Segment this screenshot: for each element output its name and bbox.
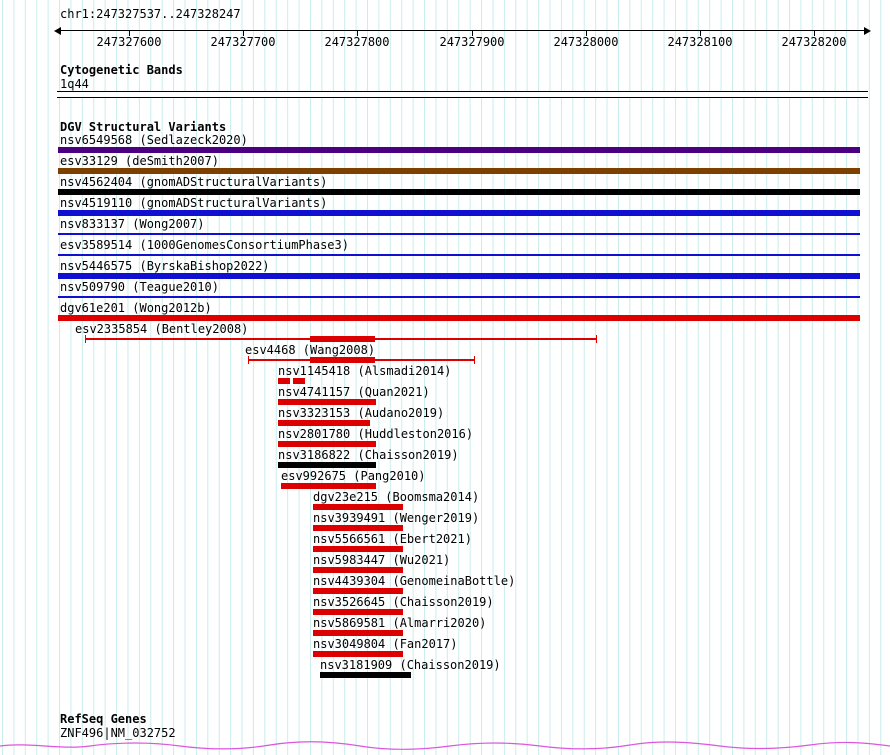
variant-label[interactable]: nsv6549568 (Sedlazeck2020) bbox=[60, 133, 248, 147]
variant-bar[interactable] bbox=[58, 168, 860, 174]
variant-bar[interactable] bbox=[313, 525, 403, 531]
variant-label[interactable]: nsv4519110 (gnomADStructuralVariants) bbox=[60, 196, 328, 210]
variant-whisker[interactable] bbox=[248, 356, 249, 364]
variant-bar[interactable] bbox=[313, 504, 403, 510]
ruler-tick-label: 247327800 bbox=[324, 35, 390, 49]
variant-bar[interactable] bbox=[58, 273, 860, 279]
variant-bar[interactable] bbox=[313, 588, 403, 594]
variant-bar[interactable] bbox=[278, 378, 290, 384]
location-label: chr1:247327537..247328247 bbox=[60, 7, 241, 21]
ruler-tick-label: 247328200 bbox=[781, 35, 847, 49]
variant-label[interactable]: nsv3939491 (Wenger2019) bbox=[313, 511, 480, 525]
variant-label[interactable]: esv992675 (Pang2010) bbox=[281, 469, 426, 483]
variant-bar[interactable] bbox=[281, 483, 376, 489]
variant-bar[interactable] bbox=[313, 630, 403, 636]
variant-label[interactable]: nsv5869581 (Almarri2020) bbox=[313, 616, 487, 630]
variant-whisker[interactable] bbox=[85, 335, 86, 343]
variant-whisker[interactable] bbox=[596, 335, 597, 343]
ruler-tick bbox=[814, 30, 815, 36]
variant-bar[interactable] bbox=[310, 336, 375, 342]
variant-label[interactable]: nsv4741157 (Quan2021) bbox=[278, 385, 430, 399]
variant-bar[interactable] bbox=[293, 378, 305, 384]
variant-label[interactable]: nsv4439304 (GenomeinaBottle) bbox=[313, 574, 516, 588]
ruler-tick bbox=[243, 30, 244, 36]
variant-label[interactable]: esv2335854 (Bentley2008) bbox=[75, 322, 249, 336]
gene-label[interactable]: ZNF496|NM_032752 bbox=[60, 726, 176, 740]
ruler-tick bbox=[129, 30, 130, 36]
ruler-right-arrow-icon bbox=[864, 27, 871, 35]
variant-bar[interactable] bbox=[278, 441, 376, 447]
variant-whisker[interactable] bbox=[474, 356, 475, 364]
variant-bar[interactable] bbox=[58, 147, 860, 153]
variant-label[interactable]: nsv5983447 (Wu2021) bbox=[313, 553, 451, 567]
variant-bar[interactable] bbox=[310, 357, 375, 363]
variant-bar[interactable] bbox=[313, 567, 403, 573]
ruler-tick-label: 247327900 bbox=[439, 35, 505, 49]
variant-label[interactable]: esv33129 (deSmith2007) bbox=[60, 154, 219, 168]
variant-bar[interactable] bbox=[278, 462, 376, 468]
variant-label[interactable]: nsv5446575 (ByrskaBishop2022) bbox=[60, 259, 270, 273]
ruler-tick bbox=[700, 30, 701, 36]
variant-label[interactable]: nsv3049804 (Fan2017) bbox=[313, 637, 458, 651]
ruler-tick bbox=[586, 30, 587, 36]
ruler-tick-label: 247327600 bbox=[96, 35, 162, 49]
variant-label[interactable]: nsv3186822 (Chaisson2019) bbox=[278, 448, 459, 462]
variant-bar[interactable] bbox=[313, 651, 403, 657]
variant-bar[interactable] bbox=[320, 672, 411, 678]
ideogram-band[interactable] bbox=[57, 91, 868, 98]
variant-bar[interactable] bbox=[58, 189, 860, 195]
variant-line[interactable] bbox=[58, 296, 860, 298]
variant-label[interactable]: dgv23e215 (Boomsma2014) bbox=[313, 490, 480, 504]
variant-bar[interactable] bbox=[313, 609, 403, 615]
variant-bar[interactable] bbox=[58, 315, 860, 321]
cytogenetic-section-title: Cytogenetic Bands bbox=[60, 63, 183, 77]
variant-label[interactable]: nsv2801780 (Huddleston2016) bbox=[278, 427, 474, 441]
variant-label[interactable]: nsv3181909 (Chaisson2019) bbox=[320, 658, 501, 672]
variant-label[interactable]: nsv3323153 (Audano2019) bbox=[278, 406, 445, 420]
refseq-section-title: RefSeq Genes bbox=[60, 712, 147, 726]
gene-structure-path bbox=[0, 741, 890, 750]
variant-bar[interactable] bbox=[278, 399, 376, 405]
variant-label[interactable]: nsv1145418 (Alsmadi2014) bbox=[278, 364, 452, 378]
variant-bar[interactable] bbox=[313, 546, 403, 552]
gene-structure-line bbox=[0, 741, 890, 750]
variant-line[interactable] bbox=[58, 233, 860, 235]
variant-line[interactable] bbox=[58, 254, 860, 256]
variant-label[interactable]: dgv61e201 (Wong2012b) bbox=[60, 301, 212, 315]
ruler-line bbox=[57, 30, 868, 31]
ruler-tick bbox=[472, 30, 473, 36]
ruler-tick bbox=[357, 30, 358, 36]
ruler-tick-label: 247327700 bbox=[210, 35, 276, 49]
variant-label[interactable]: nsv3526645 (Chaisson2019) bbox=[313, 595, 494, 609]
dgv-section-title: DGV Structural Variants bbox=[60, 120, 227, 134]
variant-label[interactable]: nsv509790 (Teague2010) bbox=[60, 280, 219, 294]
variant-label[interactable]: nsv4562404 (gnomADStructuralVariants) bbox=[60, 175, 328, 189]
variant-bar[interactable] bbox=[278, 420, 370, 426]
ruler-tick-label: 247328100 bbox=[667, 35, 733, 49]
cytoband-label: 1q44 bbox=[60, 77, 89, 91]
variant-label[interactable]: esv3589514 (1000GenomesConsortiumPhase3) bbox=[60, 238, 349, 252]
variant-label[interactable]: nsv5566561 (Ebert2021) bbox=[313, 532, 472, 546]
ruler-tick-label: 247328000 bbox=[553, 35, 619, 49]
variant-label[interactable]: esv4468 (Wang2008) bbox=[245, 343, 376, 357]
variant-bar[interactable] bbox=[58, 210, 860, 216]
variant-label[interactable]: nsv833137 (Wong2007) bbox=[60, 217, 205, 231]
ruler-left-arrow-icon bbox=[54, 27, 61, 35]
